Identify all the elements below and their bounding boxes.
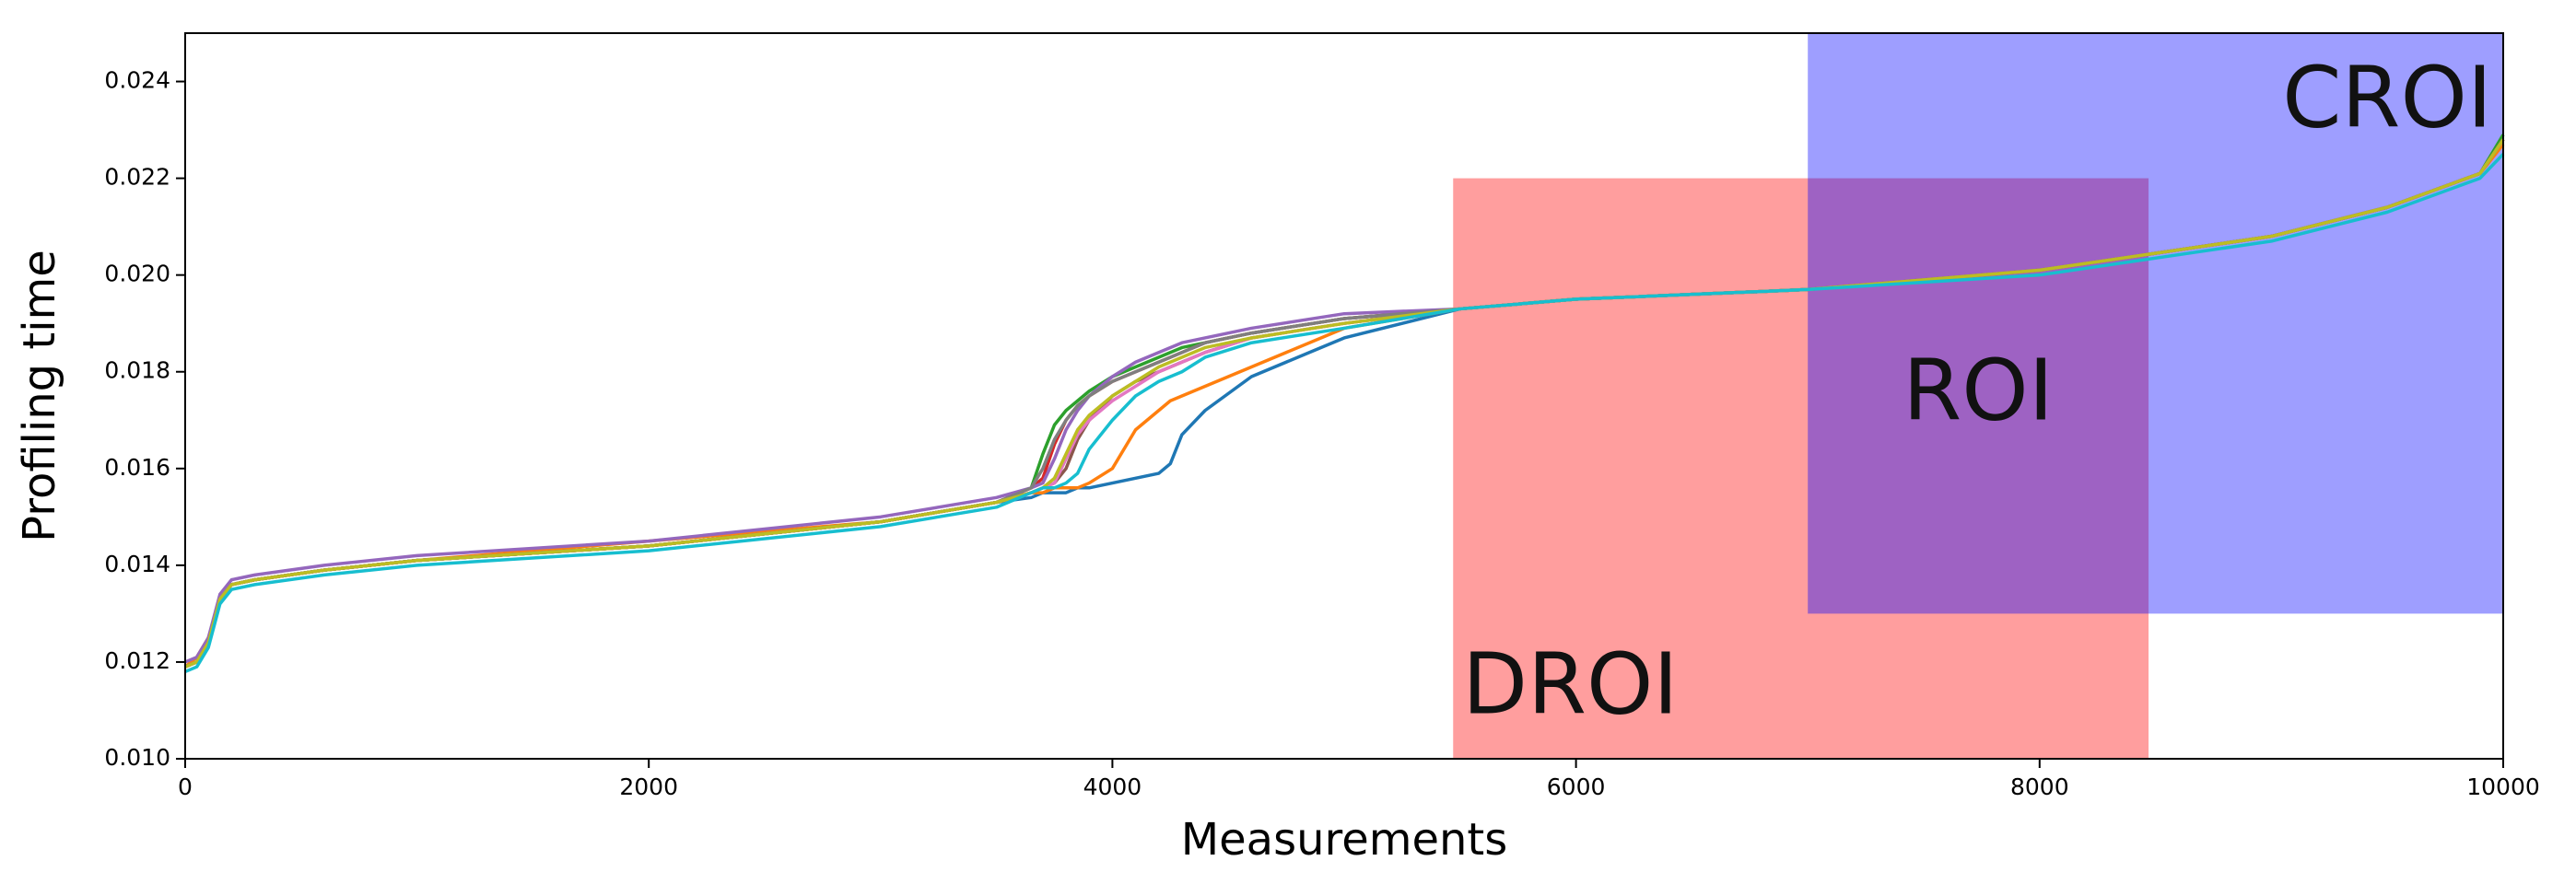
y-tick-label: 0.014 bbox=[104, 551, 170, 577]
y-tick-label: 0.022 bbox=[104, 164, 170, 191]
annotation: ROI bbox=[1903, 341, 2053, 439]
x-tick-label: 2000 bbox=[619, 774, 678, 800]
x-tick-label: 0 bbox=[178, 774, 193, 800]
x-tick-label: 6000 bbox=[1547, 774, 1606, 800]
x-tick-label: 10000 bbox=[2466, 774, 2540, 800]
x-tick-label: 8000 bbox=[2010, 774, 2069, 800]
y-tick-label: 0.010 bbox=[104, 744, 170, 771]
region-label: CROI bbox=[2282, 48, 2492, 146]
y-tick-label: 0.012 bbox=[104, 647, 170, 674]
region bbox=[1808, 33, 2503, 614]
x-axis-label: Measurements bbox=[1181, 814, 1508, 866]
y-axis-label: Profiling time bbox=[14, 250, 65, 542]
series-line bbox=[184, 153, 2505, 674]
plot-frame bbox=[184, 32, 2504, 760]
x-tick-label: 4000 bbox=[1083, 774, 1142, 800]
y-tick-label: 0.018 bbox=[104, 357, 170, 384]
y-tick-label: 0.016 bbox=[104, 454, 170, 481]
y-tick-label: 0.020 bbox=[104, 261, 170, 287]
region-label: DROI bbox=[1462, 634, 1678, 733]
y-tick-label: 0.024 bbox=[104, 67, 170, 94]
